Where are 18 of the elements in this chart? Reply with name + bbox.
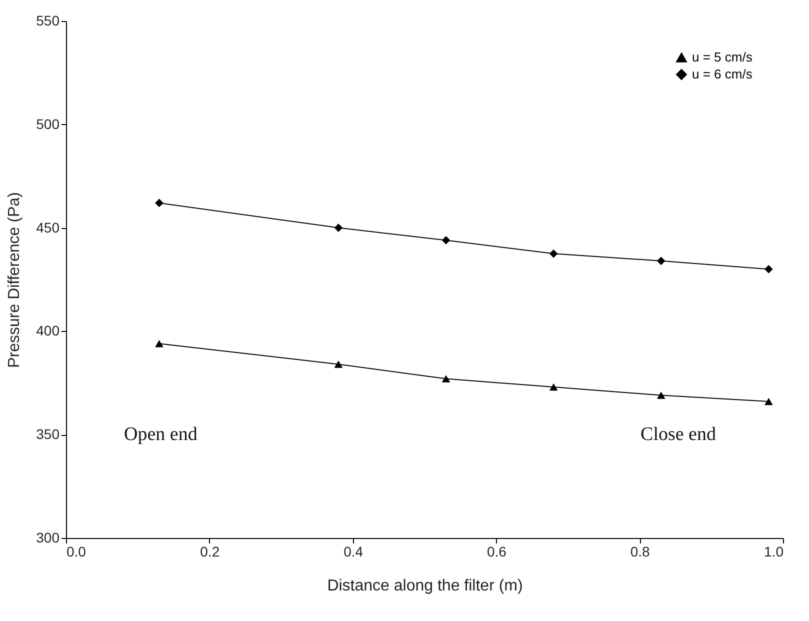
annotation: Open end: [124, 424, 198, 445]
y-tick-label: 500: [36, 116, 60, 132]
x-axis-title: Distance along the filter (m): [327, 578, 523, 594]
legend-label: u = 5 cm/s: [692, 50, 753, 64]
y-tick-label: 550: [36, 12, 60, 28]
x-tick-label: 0.4: [344, 544, 364, 560]
y-tick-label: 350: [36, 426, 60, 442]
y-tick-label: 450: [36, 219, 60, 236]
x-tick-label: 0.0: [66, 544, 86, 560]
x-tick-label: 0.2: [200, 544, 220, 560]
x-tick-label: 0.8: [630, 544, 650, 560]
x-tick-label: 0.6: [486, 544, 507, 560]
y-axis-title: Pressure Difference (Pa): [6, 192, 24, 368]
legend-label: u = 6 cm/s: [692, 66, 753, 82]
annotation: Close end: [640, 424, 716, 445]
x-tick-label: 1.0: [764, 544, 784, 560]
y-tick-label: 300: [36, 530, 60, 546]
y-tick-label: 400: [36, 322, 60, 339]
